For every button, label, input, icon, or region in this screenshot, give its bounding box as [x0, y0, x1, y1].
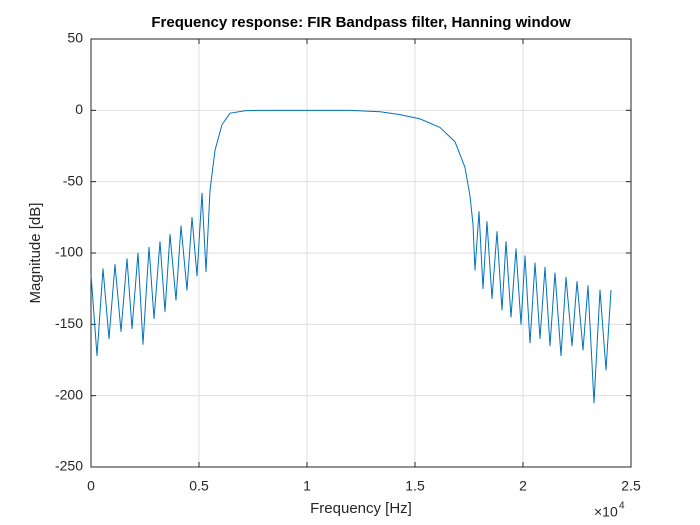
axes-box [90, 38, 632, 468]
x-tick-label: 2.5 [621, 478, 641, 494]
y-tick-label: -50 [63, 172, 83, 188]
x-tick-label: 1 [303, 478, 311, 494]
x-tick-label: 0.5 [189, 478, 209, 494]
y-axis-label: Magnitude [dB] [27, 203, 44, 304]
y-tick-label: -250 [55, 458, 83, 474]
x-multiplier: ×10 [594, 504, 618, 520]
data-line [90, 109, 612, 404]
x-tick-label: 0 [87, 478, 95, 494]
x-tick-label: 1.5 [405, 478, 425, 494]
chart-title: Frequency response: FIR Bandpass filter,… [151, 14, 571, 31]
y-tick-label: 0 [75, 101, 83, 117]
y-tick-label: -100 [55, 244, 83, 260]
x-multiplier-exponent: 4 [619, 501, 625, 512]
y-tick-label: 50 [67, 30, 83, 46]
y-tick-label: -150 [55, 315, 83, 331]
x-axis-label: Frequency [Hz] [310, 500, 412, 517]
y-tick-label: -200 [55, 386, 83, 402]
x-tick-label: 2 [519, 478, 527, 494]
